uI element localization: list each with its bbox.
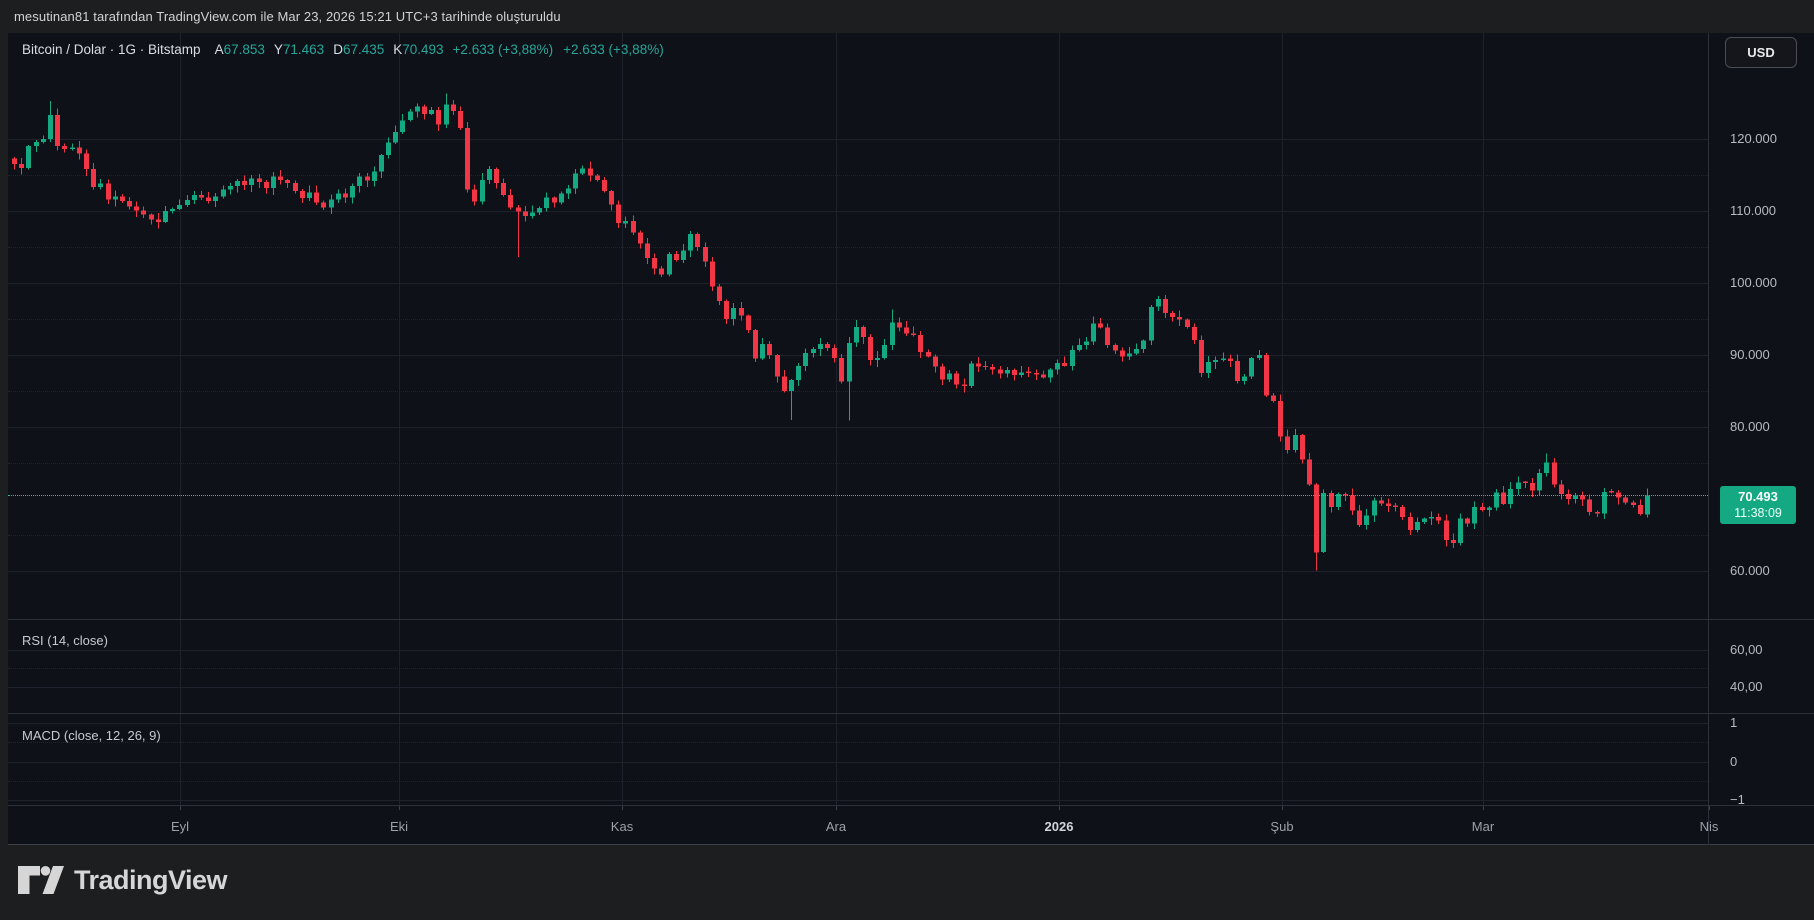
time-axis-tick [836,805,837,810]
minor-gridline [8,247,1708,248]
attribution-text: mesutinan81 tarafından TradingView.com i… [14,9,561,24]
plot-area[interactable] [8,33,1708,805]
price-gridline [8,211,1708,212]
change-value: +2.633 (+3,88%) [452,41,554,57]
price-tick-label: 60.000 [1730,563,1770,578]
time-tick-label: Mar [1471,819,1495,834]
pane-separator [8,619,1814,620]
rsi-gridline [8,687,1708,688]
pane-separator [8,805,1814,806]
time-axis-tick [1709,805,1710,810]
month-gridline [180,33,181,805]
time-tick-label: 2026 [1044,819,1074,834]
badge-price: 70.493 [1738,489,1778,504]
time-axis-tick [622,805,623,810]
minor-gridline [8,535,1708,536]
current-price-line [8,495,1708,496]
badge-countdown: 11:38:09 [1734,506,1782,520]
time-tick-label: Ara [825,819,847,834]
rsi-tick-label: 60,00 [1730,642,1763,657]
time-axis-tick [1483,805,1484,810]
macd-tick-label: 0 [1730,754,1738,769]
month-gridline [1483,33,1484,805]
change-value-secondary: +2.633 (+3,88%) [563,41,664,57]
legend: Bitcoin / Dolar · 1G · Bitstamp A67.853 … [22,39,674,59]
price-gridline [8,571,1708,572]
chart-widget: 120.000 110.000 100.000 90.000 80.000 60.000 6… [8,33,1814,845]
pane-separator [8,713,1814,714]
ohlc-close: K70.493 [393,41,444,57]
symbol-title: Bitcoin / Dolar · 1G · Bitstamp [22,41,201,57]
price-axis-border [1708,33,1709,845]
macd-tick-label: −1 [1730,792,1745,807]
rsi-indicator-label: RSI (14, close) [22,633,108,648]
minor-gridline [8,175,1708,176]
current-price-badge: 70.493 11:38:09 [1720,486,1796,524]
macd-gridline [8,800,1708,801]
time-axis-tick [1059,805,1060,810]
macd-tick-label: 1 [1730,715,1738,730]
rsi-gridline [8,650,1708,651]
minor-gridline [8,463,1708,464]
macd-indicator-label: MACD (close, 12, 26, 9) [22,728,161,743]
ohlc-high: Y71.463 [273,41,325,57]
price-tick-label: 80.000 [1730,419,1770,434]
rsi-mid-gridline [8,668,1708,669]
time-tick-label: Şub [1270,819,1294,834]
ohlc-low: D67.435 [333,41,385,57]
time-tick-label: Eyl [170,819,190,834]
price-tick-label: 110.000 [1730,203,1777,218]
macd-gridline [8,762,1708,763]
price-tick-label: 100.000 [1730,275,1777,290]
price-gridline [8,355,1708,356]
price-gridline [8,427,1708,428]
minor-gridline [8,391,1708,392]
month-gridline [1059,33,1060,805]
price-tick-label: 90.000 [1730,347,1770,362]
minor-gridline [8,319,1708,320]
time-tick-label: Nis [1699,819,1719,834]
rsi-tick-label: 40,00 [1730,679,1763,694]
tradingview-wordmark: TradingView [74,864,228,895]
macd-mid-gridline [8,781,1708,782]
time-tick-label: Kas [610,819,634,834]
ohlc-open: A67.853 [214,41,265,57]
price-gridline [8,139,1708,140]
price-gridline [8,283,1708,284]
macd-mid-gridline [8,742,1708,743]
time-axis-tick [1282,805,1283,810]
month-gridline [622,33,623,805]
macd-gridline [8,723,1708,724]
tradingview-logo[interactable]: TradingView [18,860,228,900]
price-tick-label: 120.000 [1730,131,1777,146]
currency-usd-button[interactable]: USD [1725,37,1797,68]
time-axis-tick [399,805,400,810]
tradingview-mark-icon [18,866,64,894]
time-tick-label: Eki [389,819,409,834]
attribution-bar: mesutinan81 tarafından TradingView.com i… [0,0,1814,33]
month-gridline [836,33,837,805]
month-gridline [399,33,400,805]
candlestick-series [12,93,1650,571]
time-axis-tick [180,805,181,810]
grid-layer [8,33,1814,844]
